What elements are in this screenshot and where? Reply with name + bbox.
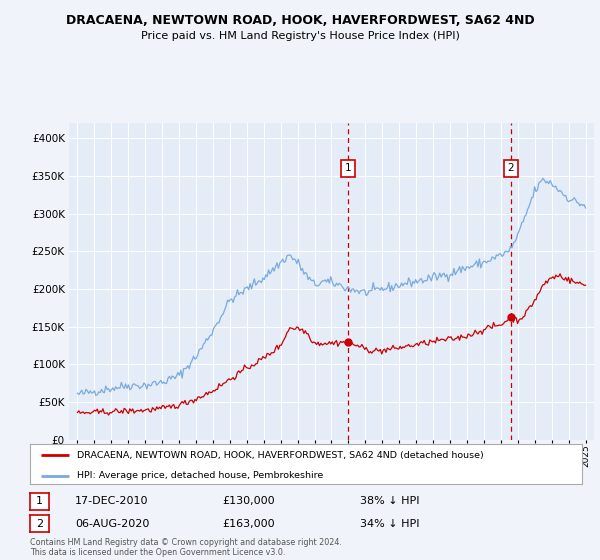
Text: 2: 2 — [508, 164, 514, 174]
Text: £130,000: £130,000 — [222, 496, 275, 506]
Text: 34% ↓ HPI: 34% ↓ HPI — [360, 519, 419, 529]
Text: DRACAENA, NEWTOWN ROAD, HOOK, HAVERFORDWEST, SA62 4ND: DRACAENA, NEWTOWN ROAD, HOOK, HAVERFORDW… — [65, 14, 535, 27]
Text: Contains HM Land Registry data © Crown copyright and database right 2024.
This d: Contains HM Land Registry data © Crown c… — [30, 538, 342, 557]
Text: HPI: Average price, detached house, Pembrokeshire: HPI: Average price, detached house, Pemb… — [77, 471, 323, 480]
Text: 2: 2 — [36, 519, 43, 529]
Text: DRACAENA, NEWTOWN ROAD, HOOK, HAVERFORDWEST, SA62 4ND (detached house): DRACAENA, NEWTOWN ROAD, HOOK, HAVERFORDW… — [77, 451, 484, 460]
Text: 1: 1 — [36, 496, 43, 506]
Text: 38% ↓ HPI: 38% ↓ HPI — [360, 496, 419, 506]
Text: 1: 1 — [344, 164, 351, 174]
Text: 06-AUG-2020: 06-AUG-2020 — [75, 519, 149, 529]
Text: 17-DEC-2010: 17-DEC-2010 — [75, 496, 149, 506]
Text: £163,000: £163,000 — [222, 519, 275, 529]
Text: Price paid vs. HM Land Registry's House Price Index (HPI): Price paid vs. HM Land Registry's House … — [140, 31, 460, 41]
